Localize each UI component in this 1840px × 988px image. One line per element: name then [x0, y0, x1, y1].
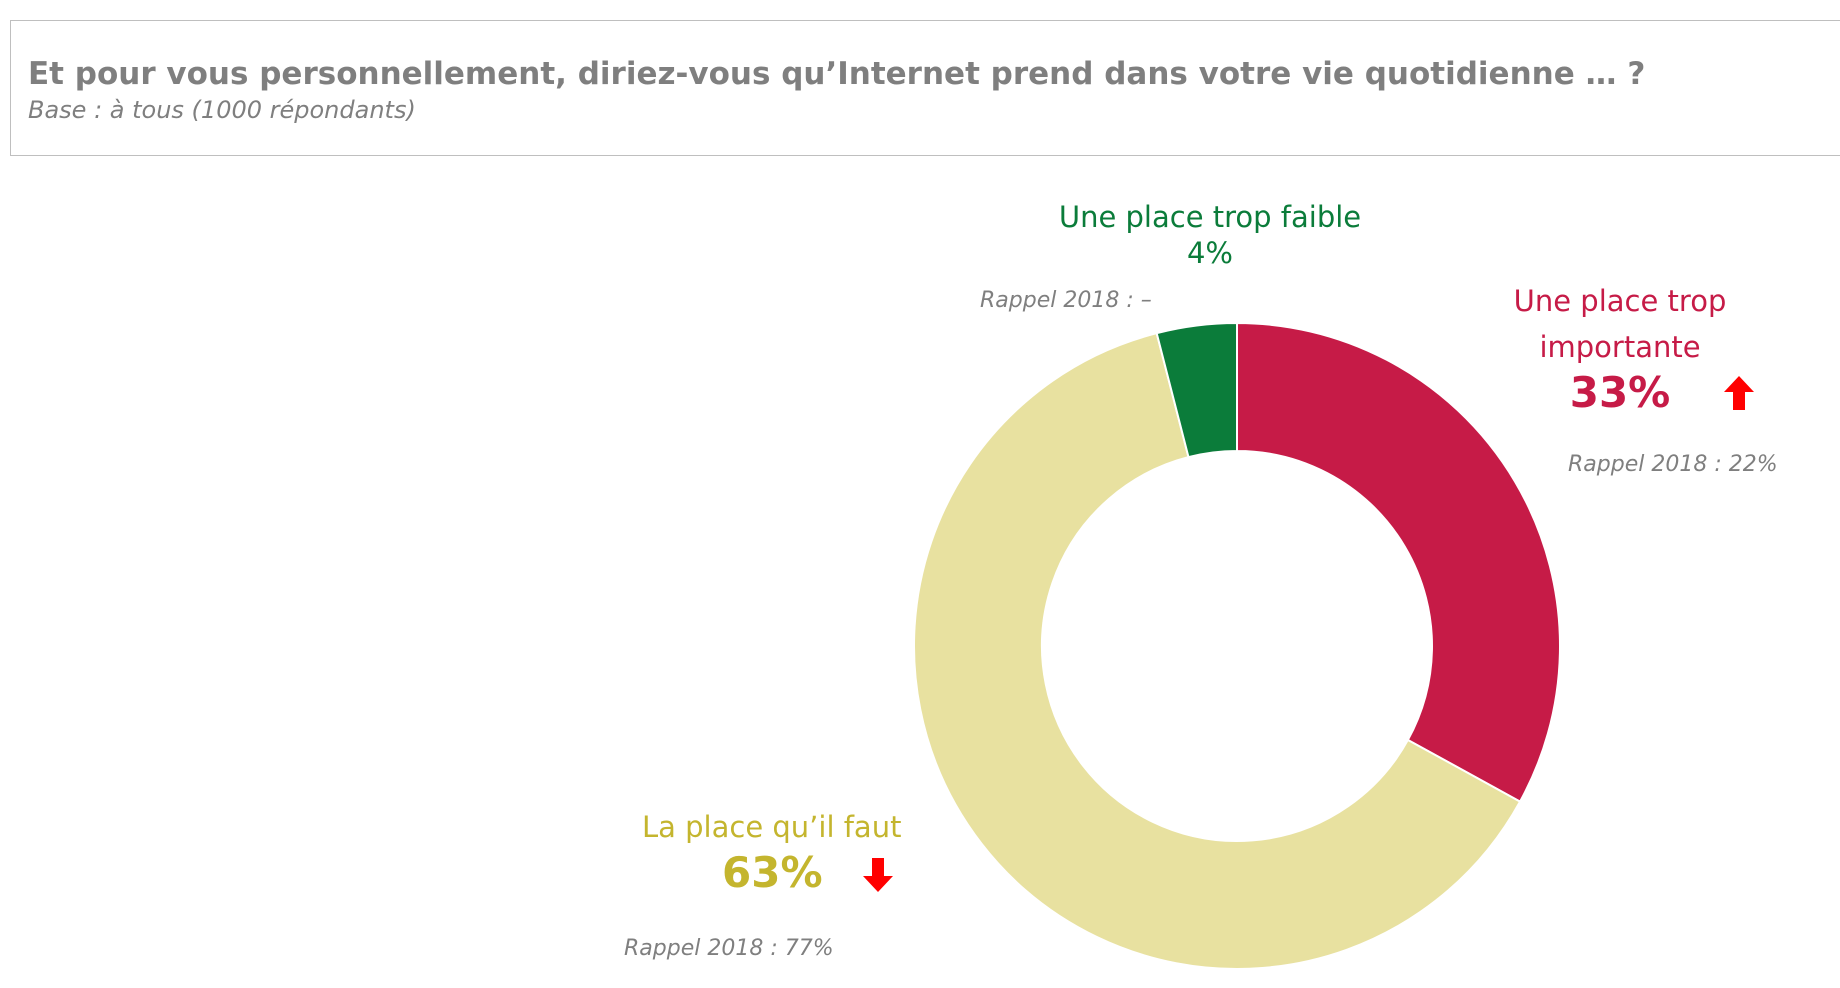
label-importante-rappel: Rappel 2018 : 22% — [1568, 452, 1778, 477]
arrow-down-icon — [863, 858, 893, 892]
label-faut-rappel: Rappel 2018 : 77% — [624, 936, 834, 961]
chart-title: Et pour vous personnellement, diriez-vou… — [28, 56, 1646, 92]
slice-place-qu-il-faut — [913, 331, 1522, 970]
label-faible-rappel: Rappel 2018 : – — [980, 288, 1152, 313]
header-box — [10, 20, 1840, 156]
chart-subtitle: Base : à tous (1000 répondants) — [28, 96, 416, 124]
arrow-up-icon — [1724, 376, 1754, 410]
slice-trop-faible — [1155, 321, 1238, 459]
label-faut-value: 63% — [722, 848, 823, 897]
label-faible-value: 4% — [1186, 236, 1233, 270]
label-importante-name-line2: importante — [1539, 330, 1701, 364]
label-importante-value: 33% — [1569, 368, 1671, 417]
label-importante-name-line1: Une place trop — [1513, 284, 1727, 318]
slice-trop-importante — [1236, 321, 1561, 803]
label-faut-name: La place qu’il faut — [642, 810, 902, 844]
label-faible-name: Une place trop faible — [1058, 200, 1362, 234]
